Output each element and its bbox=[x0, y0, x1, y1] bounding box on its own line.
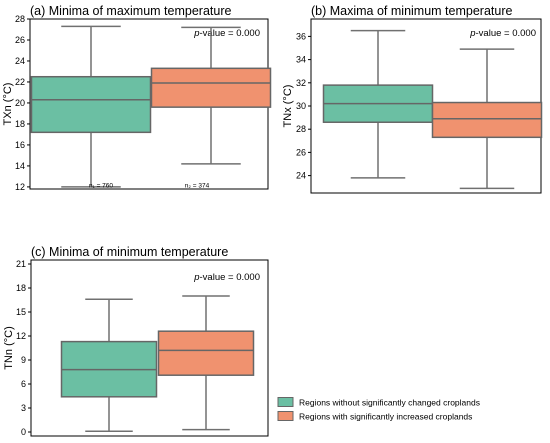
y-axis-label: TNx (°C) bbox=[282, 85, 294, 128]
box-iqr bbox=[157, 330, 255, 376]
plot-frame bbox=[30, 259, 269, 437]
box-series-0 bbox=[322, 29, 434, 179]
sample-size-label: n₂ = 374 bbox=[185, 183, 210, 190]
y-tick-label: 24 bbox=[296, 171, 306, 181]
legend-label: Regions with significantly increased cro… bbox=[299, 412, 472, 422]
y-tick-label: 18 bbox=[16, 283, 26, 293]
box-series-1 bbox=[157, 295, 255, 431]
y-tick-label: 30 bbox=[296, 101, 306, 111]
box-series-1 bbox=[150, 26, 272, 165]
chart-panel-0: (a) Minima of maximum temperature TXn (°C… bbox=[2, 4, 272, 192]
legend: Regions without significantly changed cr… bbox=[277, 397, 480, 422]
chart-title: (c) Minima of minimum temperature bbox=[31, 245, 228, 259]
y-tick-label: 22 bbox=[15, 77, 25, 87]
y-tick-label: 0 bbox=[21, 427, 26, 437]
y-tick-label: 9 bbox=[21, 355, 26, 365]
y-tick-label: 20 bbox=[15, 98, 25, 108]
y-tick-label: 26 bbox=[296, 147, 306, 157]
legend-swatch bbox=[277, 411, 294, 421]
y-tick-label: 21 bbox=[16, 259, 26, 269]
chart-panel-2: (c) Minima of minimum temperature TNn (°C… bbox=[3, 245, 269, 437]
p-value-annotation: p-value = 0.000 bbox=[193, 28, 260, 39]
y-tick-label: 16 bbox=[15, 140, 25, 150]
legend-label: Regions without significantly changed cr… bbox=[299, 398, 480, 408]
y-tick-label: 18 bbox=[15, 119, 25, 129]
chart-panel-1: (b) Maxima of minimum temperature TNx (°C… bbox=[282, 4, 543, 194]
y-tick-label: 12 bbox=[16, 331, 26, 341]
legend-swatch bbox=[277, 397, 294, 407]
sample-size-label: n₁ = 760 bbox=[89, 183, 113, 190]
box-iqr bbox=[431, 101, 543, 139]
box-series-0 bbox=[30, 25, 152, 188]
p-value-annotation: p-value = 0.000 bbox=[193, 272, 260, 283]
y-tick-label: 14 bbox=[15, 161, 25, 171]
chart-title: (b) Maxima of minimum temperature bbox=[311, 4, 512, 18]
y-tick-label: 36 bbox=[296, 31, 306, 41]
p-value-annotation: p-value = 0.000 bbox=[469, 28, 536, 39]
y-tick-label: 15 bbox=[16, 307, 26, 317]
y-tick-label: 6 bbox=[21, 379, 26, 389]
chart-title: (a) Minima of maximum temperature bbox=[30, 4, 231, 18]
y-tick-label: 34 bbox=[296, 55, 306, 65]
y-tick-label: 28 bbox=[15, 14, 25, 24]
box-iqr bbox=[30, 75, 152, 134]
box-series-1 bbox=[431, 48, 543, 190]
box-series-0 bbox=[60, 298, 158, 432]
y-axis-label: TXn (°C) bbox=[2, 83, 14, 126]
y-tick-label: 26 bbox=[15, 35, 25, 45]
y-tick-label: 28 bbox=[296, 124, 306, 134]
y-tick-label: 24 bbox=[15, 56, 25, 66]
y-tick-label: 12 bbox=[15, 182, 25, 192]
box-iqr bbox=[150, 67, 272, 108]
y-tick-label: 3 bbox=[21, 403, 26, 413]
y-axis-label: TNn (°C) bbox=[3, 326, 15, 370]
y-tick-label: 32 bbox=[296, 78, 306, 88]
